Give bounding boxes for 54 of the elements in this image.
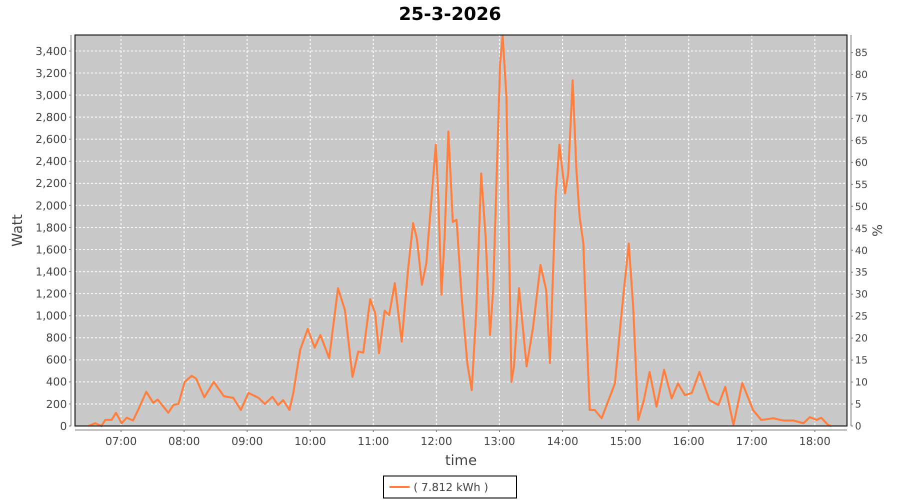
y2-tick-label: 75 (855, 92, 868, 104)
y-axis-title: Watt (10, 214, 26, 247)
y2-tick-label: 80 (855, 70, 868, 82)
y-tick-label: 400 (46, 376, 67, 389)
y2-tick-label: 85 (855, 48, 868, 60)
y-tick-label: 2,200 (36, 177, 67, 190)
y-tick-label: 2,600 (36, 133, 67, 146)
y2-tick-label: 20 (855, 334, 868, 345)
x-tick-label: 08:00 (168, 435, 200, 448)
x-tick-label: 14:00 (546, 435, 578, 448)
y-tick-label: 0 (60, 420, 67, 433)
y-tick-label: 2,000 (36, 199, 67, 212)
y-tick-label: 1,400 (36, 265, 67, 278)
x-tick-label: 13:00 (484, 435, 516, 448)
y2-tick-label: 70 (855, 114, 868, 125)
x-tick-label: 12:00 (420, 435, 452, 448)
y-tick-label: 1,800 (36, 221, 67, 234)
x-tick-label: 10:00 (294, 435, 326, 448)
y-tick-label: 2,800 (36, 111, 67, 124)
y-tick-label: 200 (46, 398, 67, 411)
y2-tick-label: 65 (855, 136, 868, 147)
y2-tick-label: 5 (855, 400, 862, 411)
y2-tick-label: 25 (855, 312, 868, 323)
x-tick-label: 11:00 (357, 435, 390, 448)
y2-tick-label: 35 (855, 268, 868, 279)
x-axis-title: time (445, 453, 477, 469)
x-tick-label: 09:00 (231, 435, 264, 448)
y2-tick-label: 30 (855, 290, 868, 301)
y2-tick-label: 10 (855, 378, 868, 389)
x-tick-label: 15:00 (610, 435, 642, 448)
y2-tick-label: 50 (855, 202, 868, 213)
y-tick-label: 600 (46, 354, 67, 367)
y-tick-label: 800 (46, 332, 67, 345)
y2-tick-label: 60 (855, 158, 868, 169)
y2-tick-label: 0 (855, 422, 862, 432)
y-tick-label: 3,200 (36, 66, 67, 80)
y-tick-label: 1,200 (36, 287, 67, 300)
y-tick-label: 1,000 (36, 310, 67, 323)
y2-tick-label: 55 (855, 180, 868, 191)
y2-tick-label: 45 (855, 224, 868, 235)
x-tick-label: 16:00 (672, 435, 705, 448)
y2-axis-title: % (871, 224, 886, 237)
chart-title: 25-3-2026 (398, 4, 502, 25)
x-tick-label: 18:00 (798, 435, 831, 448)
line-series (87, 34, 832, 427)
x-tick-label: 07:00 (105, 435, 137, 448)
legend-label: ( 7.812 kWh ) (414, 480, 488, 494)
y-tick-label: 1,600 (36, 243, 67, 256)
y-tick-label: 3,000 (36, 88, 67, 102)
x-tick-label: 17:00 (736, 435, 768, 448)
y-tick-label: 3,400 (36, 44, 67, 58)
y-tick-label: 2,400 (36, 155, 67, 168)
y2-tick-label: 40 (855, 246, 868, 257)
y2-tick-label: 15 (855, 356, 868, 367)
